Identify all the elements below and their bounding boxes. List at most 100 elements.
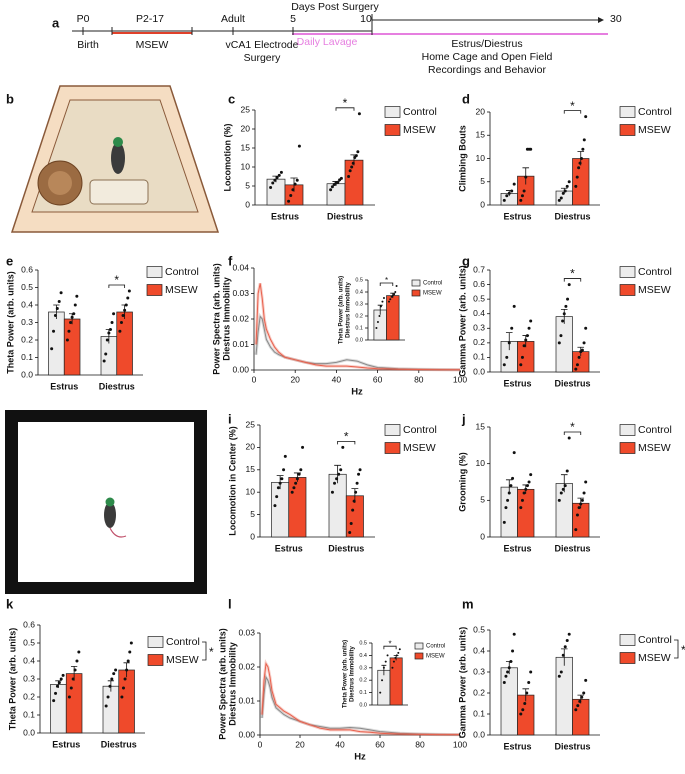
y-tick-label: 0.0 <box>355 337 363 343</box>
data-point <box>57 300 61 303</box>
data-point <box>104 352 108 356</box>
data-point <box>376 321 379 323</box>
data-point <box>290 490 294 494</box>
data-point <box>276 486 280 490</box>
legend-label: Control <box>423 281 442 287</box>
significance-label: * <box>570 420 575 434</box>
y-axis-label: Gamma Power (arb. units) <box>457 627 467 739</box>
significance-label: * <box>570 267 575 281</box>
bar <box>389 657 403 706</box>
data-point <box>512 182 516 186</box>
data-point <box>69 321 73 324</box>
y-tick-label: 0.1 <box>473 352 485 362</box>
data-point <box>574 708 578 712</box>
timeline: a Days Post Surgery P0 P2-17 Adult 5 10 … <box>52 1 622 76</box>
data-point <box>559 334 563 338</box>
y-tick-label: 10 <box>476 458 486 468</box>
data-point <box>358 468 362 472</box>
data-point <box>584 678 588 682</box>
data-point <box>289 194 293 197</box>
data-point <box>567 436 571 440</box>
data-point <box>391 294 394 297</box>
legend-swatch <box>384 424 401 436</box>
bar <box>555 656 573 736</box>
data-point <box>563 484 567 488</box>
y-tick-label: 0.4 <box>21 299 33 309</box>
legend-label: MSEW <box>638 284 671 296</box>
legend-label: Control <box>638 106 672 118</box>
legend-swatch <box>619 652 636 664</box>
data-point <box>557 341 561 345</box>
bar <box>572 698 590 736</box>
data-point <box>580 498 584 502</box>
data-point <box>395 285 398 287</box>
x-tick-label: Estrus <box>52 739 80 749</box>
data-point <box>121 314 125 317</box>
data-point <box>584 480 588 484</box>
data-point <box>525 484 529 488</box>
data-point <box>50 347 54 351</box>
y-tick-label: 0.03 <box>238 627 255 637</box>
data-point <box>379 305 382 308</box>
data-point <box>561 191 565 195</box>
data-point <box>110 677 114 681</box>
error-bar <box>522 688 530 702</box>
data-point <box>104 704 108 708</box>
legend-label: MSEW <box>166 654 199 666</box>
bar <box>377 669 391 706</box>
data-point <box>575 513 579 517</box>
x-tick-label: Diestrus <box>554 543 590 553</box>
data-point <box>527 681 531 684</box>
legend-swatch <box>414 652 424 660</box>
significance-label: * <box>681 643 685 657</box>
data-point <box>557 674 561 678</box>
data-point <box>126 659 130 663</box>
y-tick-label: 0.3 <box>473 323 485 333</box>
data-point <box>54 691 58 695</box>
y-tick-label: 0.0 <box>473 366 485 376</box>
data-point <box>106 695 110 699</box>
bar <box>500 486 518 538</box>
data-point <box>123 308 127 312</box>
y-tick-label: 0.1 <box>355 325 363 331</box>
data-point <box>582 138 586 142</box>
data-point <box>347 175 351 178</box>
data-point <box>507 666 511 670</box>
y-tick-label: 0.3 <box>23 673 35 683</box>
legend-label: Control <box>638 634 672 646</box>
data-point <box>337 472 341 476</box>
x-tick-label: 40 <box>335 739 345 749</box>
data-point <box>67 329 71 333</box>
x-axis-label: Hz <box>354 752 366 763</box>
bar <box>63 318 81 376</box>
bar <box>116 311 133 376</box>
data-point <box>52 329 56 333</box>
error-bar <box>53 304 60 319</box>
y-axis-label: Diestrus Immobility <box>346 282 352 338</box>
data-point <box>382 297 385 299</box>
data-point <box>578 699 582 703</box>
data-point <box>389 298 392 301</box>
bar <box>48 311 65 376</box>
data-point <box>339 176 343 180</box>
x-axis-label: Hz <box>351 387 363 398</box>
timeline-label: Surgery <box>244 52 282 64</box>
y-tick-label: 10 <box>246 486 256 496</box>
data-point <box>351 508 355 512</box>
data-point <box>386 654 389 657</box>
y-tick-label: 20 <box>241 123 251 133</box>
data-point <box>574 184 578 188</box>
legend-label: Control <box>403 106 437 118</box>
data-point <box>584 115 588 119</box>
data-point <box>299 468 303 472</box>
panel-label: i <box>228 411 232 426</box>
data-point <box>395 654 398 657</box>
y-axis-label: Theta Power (arb. units) <box>7 628 17 731</box>
data-point <box>504 506 508 510</box>
data-point <box>561 487 565 491</box>
significance-label: * <box>114 273 119 287</box>
legend-swatch <box>619 424 636 436</box>
data-point <box>294 481 298 485</box>
significance-bracket <box>563 278 582 282</box>
data-point <box>581 147 585 151</box>
